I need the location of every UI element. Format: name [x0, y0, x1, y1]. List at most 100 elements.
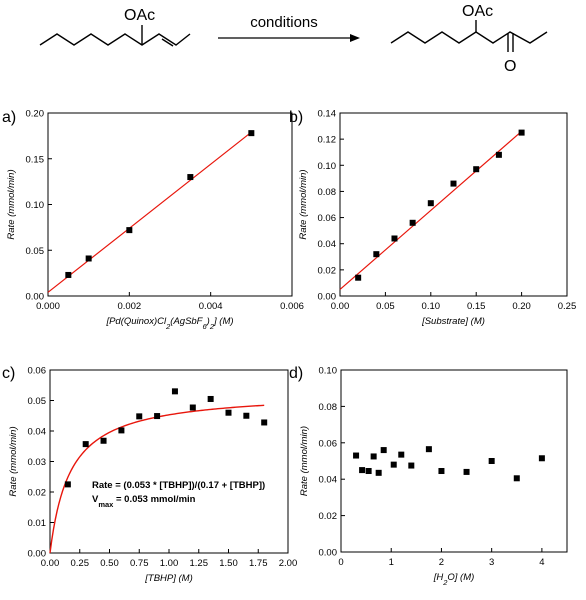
panel-label: b)	[289, 109, 303, 126]
x-axis-label-part: 2	[165, 322, 171, 331]
data-point	[365, 468, 372, 475]
plot-frame	[49, 369, 289, 554]
x-axis-label: [H2O] (M)	[433, 572, 475, 587]
data-point	[513, 475, 520, 482]
plot-frame	[47, 112, 293, 297]
x-axis-label-part: ] (M)	[213, 316, 234, 327]
plot-frame	[339, 112, 568, 297]
data-point	[359, 467, 366, 474]
x-tick-label: 0.15	[467, 301, 486, 312]
x-axis-label: [Pd(Quinox)Cl2(AgSbF6)2] (M)	[105, 316, 233, 331]
x-axis-label-part: 2	[209, 322, 215, 331]
data-point	[225, 409, 232, 416]
x-tick-label: 0.002	[117, 301, 141, 312]
x-axis-label-part: )	[206, 316, 210, 327]
y-axis-label: Rate (mmol/min)	[299, 426, 310, 496]
x-axis-label-part: O] (M)	[447, 572, 474, 583]
panel-d: 0 1 2 3 4 0.00 0.02 0.04 0.06 0.08 0.10 d) Rate (mmo…	[289, 365, 568, 587]
panel-a: 0.000 0.002 0.004 0.006 0.00 0.05 0.10 0.15 0.20…	[2, 109, 304, 331]
product-structure	[390, 20, 548, 52]
y-tick-label: 0.00	[26, 292, 45, 303]
rate-equation: Rate = (0.053 * [TBHP])/(0.17 + [TBHP])	[92, 480, 265, 491]
x-axis-label-part: 6	[203, 322, 208, 331]
x-tick-label: 1	[389, 557, 394, 568]
y-tick-label: 0.04	[319, 475, 338, 486]
x-tick-label: 0.50	[100, 558, 119, 569]
y-tick-label: 0.03	[28, 457, 47, 468]
data-point	[427, 200, 434, 207]
vmax-label: Vmax = 0.053 mmol/min	[92, 494, 196, 509]
x-tick-label: 2.00	[279, 558, 298, 569]
data-point	[473, 166, 480, 173]
x-tick-label: 0.00	[331, 301, 350, 312]
y-tick-label: 0.05	[28, 396, 47, 407]
y-tick-label: 0.08	[318, 187, 337, 198]
y-axis-label: Rate (mmol/min)	[8, 426, 19, 496]
y-tick-label: 0.00	[319, 548, 338, 559]
plot-frame	[340, 369, 568, 553]
x-tick-label: 0.25	[558, 301, 577, 312]
data-point	[243, 412, 250, 419]
data-point	[65, 271, 72, 278]
panel-label: a)	[2, 109, 16, 126]
data-point	[375, 469, 382, 476]
y-tick-label: 0.04	[318, 239, 337, 250]
data-point	[463, 468, 470, 475]
fit-line	[47, 131, 252, 293]
y-tick-label: 0.10	[319, 366, 338, 377]
x-tick-label: 0.006	[280, 301, 304, 312]
data-point	[82, 441, 89, 448]
x-tick-label: 0.05	[376, 301, 395, 312]
panel-b: 0.00 0.05 0.10 0.15 0.20 0.25 0.00 0.02 0.04 0.06…	[289, 109, 576, 328]
data-point	[398, 451, 405, 458]
x-tick-label: 1.50	[219, 558, 238, 569]
y-tick-label: 0.02	[28, 488, 47, 499]
x-tick-label: 3	[489, 557, 494, 568]
x-tick-label: 2	[439, 557, 444, 568]
x-tick-label: 1.00	[160, 558, 179, 569]
y-axis-label: Rate (mmol/min)	[6, 169, 17, 239]
y-tick-label: 0.05	[26, 246, 45, 257]
data-point	[126, 227, 133, 234]
data-point	[187, 174, 194, 181]
x-tick-label: 0.75	[130, 558, 149, 569]
data-point	[495, 151, 502, 158]
product-oac-label: OAc	[462, 3, 493, 20]
vmax-symbol: V	[92, 494, 99, 505]
data-point	[118, 427, 125, 434]
y-tick-label: 0.10	[26, 200, 45, 211]
data-point	[189, 404, 196, 411]
data-point	[171, 388, 178, 395]
data-point	[355, 274, 362, 281]
x-tick-label: 0.25	[71, 558, 90, 569]
x-tick-label: 4	[539, 557, 544, 568]
data-point	[390, 461, 397, 468]
x-tick-label: 0.004	[199, 301, 223, 312]
x-tick-label: 1.25	[190, 558, 209, 569]
y-tick-label: 0.12	[318, 135, 337, 146]
product-oxygen-label: O	[504, 58, 516, 75]
fit-line	[339, 130, 522, 290]
x-axis-label-part: (AgSbF	[170, 316, 203, 327]
y-axis-label: Rate (mmol/min)	[298, 169, 309, 239]
data-point	[438, 468, 445, 475]
data-point	[391, 235, 398, 242]
data-point	[261, 419, 268, 426]
y-tick-label: 0.00	[318, 292, 337, 303]
reactant-oac-label: OAc	[124, 7, 155, 24]
data-point	[408, 462, 415, 469]
data-point	[353, 452, 360, 459]
data-point	[450, 180, 457, 187]
vmax-subscript: max	[98, 500, 114, 509]
y-tick-label: 0.00	[28, 549, 47, 560]
data-point	[136, 413, 143, 420]
data-point	[64, 481, 71, 488]
data-point	[409, 219, 416, 226]
vmax-value: = 0.053 mmol/min	[113, 494, 195, 505]
y-tick-label: 0.06	[28, 366, 47, 377]
y-tick-label: 0.02	[318, 265, 337, 276]
x-tick-label: 0.000	[36, 301, 60, 312]
x-tick-label: 0.20	[512, 301, 531, 312]
data-point	[538, 455, 545, 462]
